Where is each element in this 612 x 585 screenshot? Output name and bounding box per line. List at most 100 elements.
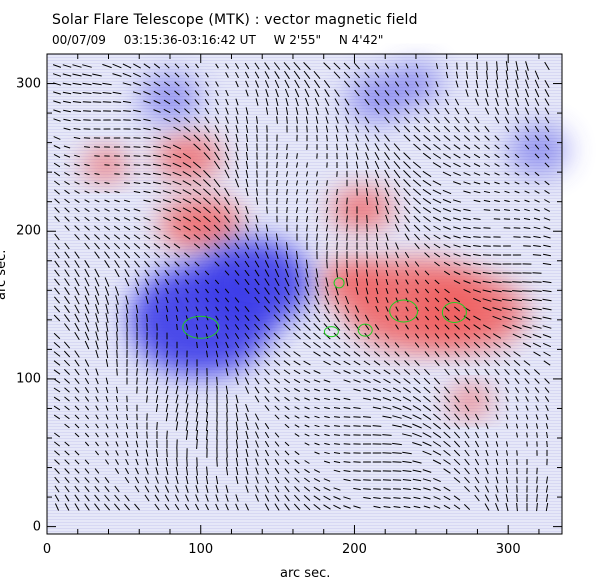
field-vector [54,485,60,493]
field-vector [442,198,452,204]
field-vector [412,460,422,464]
field-vector [273,314,281,322]
field-vector [514,199,520,203]
field-vector [94,181,100,185]
field-vector [424,351,430,357]
field-vector [484,172,490,176]
field-vector [544,162,550,168]
field-vector [375,224,379,232]
field-vector [164,269,170,277]
field-vector [95,414,99,420]
field-vector [305,277,309,287]
field-vector [454,359,460,367]
field-vector [203,188,211,196]
field-vector [323,360,331,366]
west-coordinate: W 2'55" [273,33,322,47]
field-vector [443,226,451,230]
field-vector [384,196,390,206]
field-vector [175,485,179,493]
field-vector [124,268,130,278]
field-vector [463,324,471,330]
field-vector [383,378,391,384]
field-vector [305,259,309,269]
field-vector [423,505,431,509]
field-vector [244,386,250,394]
field-vector [293,351,301,357]
field-vector [444,116,450,124]
field-vector [515,79,519,89]
field-vector [156,449,158,457]
field-vector [153,243,161,249]
field-vector [116,359,118,367]
field-vector [543,208,551,212]
field-vector [143,91,151,95]
field-vector [74,350,80,358]
field-vector [433,404,441,412]
field-vector [303,323,311,331]
positive-field-region [319,260,390,306]
field-vector [174,90,180,96]
field-vector [163,252,171,258]
field-vector [314,88,320,98]
field-vector [384,90,390,96]
field-vector [343,452,351,454]
field-vector [403,196,411,206]
field-vector [544,61,550,71]
field-vector [493,209,501,211]
field-vector [513,351,521,357]
field-vector [422,413,432,421]
field-vector [384,143,390,151]
field-vector [184,63,190,69]
field-vector [412,414,422,420]
field-vector [294,406,300,410]
field-vector [304,397,310,401]
field-vector [186,457,188,467]
field-vector [443,153,451,159]
field-vector [175,466,179,476]
field-vector [94,468,100,474]
field-vector [64,225,70,231]
field-vector [532,298,542,302]
field-vector [492,307,502,311]
field-vector [474,135,480,141]
field-vector [374,63,380,69]
field-vector [465,89,469,97]
field-vector [544,153,550,159]
field-vector [94,190,100,194]
field-vector [203,152,211,160]
field-vector [286,180,288,186]
field-vector [324,98,330,106]
field-vector [213,224,221,232]
field-vector [193,125,201,133]
field-vector [64,378,70,384]
field-vector [475,89,479,97]
field-vector [543,253,551,257]
field-vector [205,420,209,432]
field-vector [516,432,518,438]
field-vector [184,279,190,285]
field-vector [94,242,100,250]
field-vector [154,503,160,511]
field-vector [374,89,380,97]
field-vector [493,342,501,348]
field-vector [505,414,509,420]
field-vector [304,460,310,464]
contour-lines [182,277,467,339]
field-vector [145,296,149,304]
field-vector [245,187,249,197]
field-vector [84,494,90,502]
field-vector [505,405,509,411]
field-vector [245,160,249,170]
field-vector [74,190,80,194]
field-vector [474,395,480,403]
field-vector [424,107,430,115]
field-vector [284,70,290,80]
field-vector [363,351,371,357]
field-vector [475,431,479,439]
field-vector [256,134,258,142]
field-vector [545,414,549,420]
field-vector [344,314,350,322]
field-vector [414,99,420,105]
field-vector [105,423,109,429]
field-vector [325,277,329,287]
